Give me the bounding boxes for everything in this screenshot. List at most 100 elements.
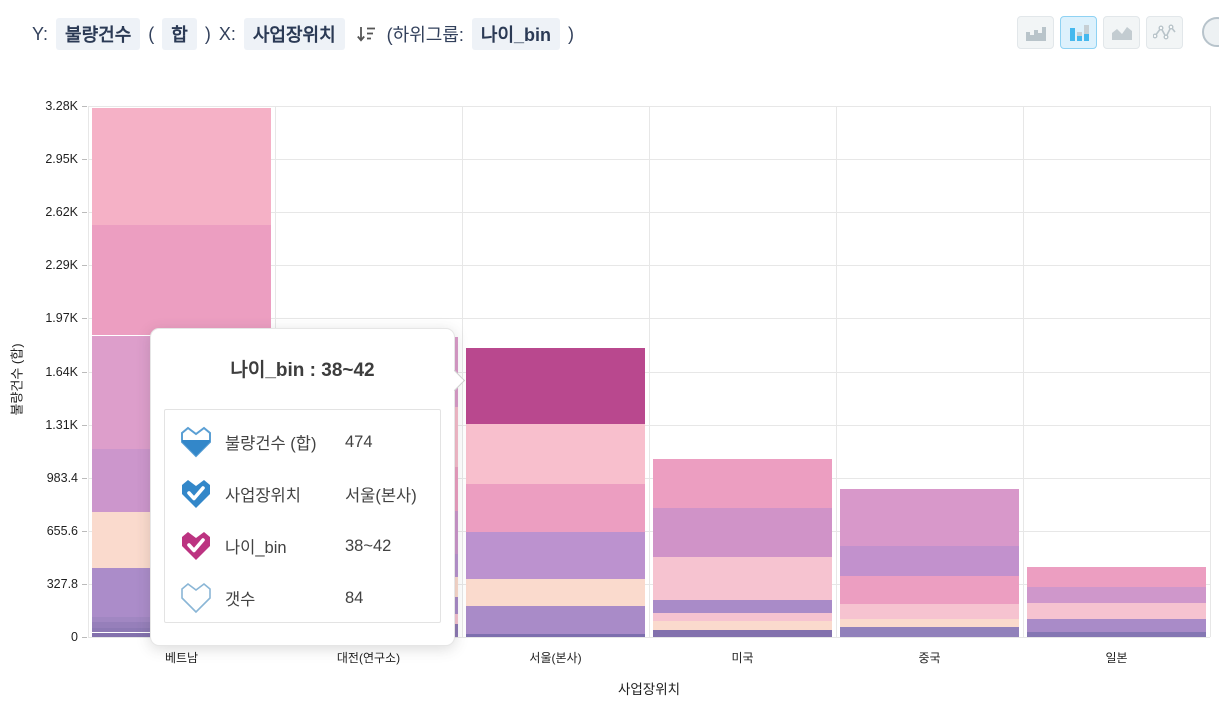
y-tick-mark [82, 583, 87, 585]
y-tick-mark [82, 318, 87, 320]
bar-segment[interactable] [466, 634, 645, 637]
subgroup-paren-close: ) [568, 23, 575, 44]
y-prefix-label: Y: [32, 23, 49, 44]
bar-segment[interactable] [466, 579, 645, 607]
y-tick-label: 1.64K [45, 364, 78, 379]
x-gridline [462, 106, 463, 637]
bar-segment[interactable] [653, 600, 832, 614]
tooltip-label: 불량건수 (합) [225, 435, 317, 453]
y-tick-mark [82, 159, 87, 161]
x-gridline [1023, 106, 1024, 637]
bar-segment[interactable] [840, 546, 1019, 577]
y-tick-mark [82, 212, 87, 214]
y-tick-label: 983.4 [46, 470, 78, 485]
bar-segment[interactable] [653, 613, 832, 622]
y-tick-mark [82, 265, 87, 267]
x-field-chip[interactable]: 사업장위치 [243, 18, 345, 50]
x-category-label: 대전(연구소) [336, 651, 401, 665]
y-tick-mark [82, 371, 87, 373]
x-category-label: 미국 [731, 651, 754, 665]
subgroup-prefix-label: (하위그룹: [386, 25, 464, 45]
bar-segment[interactable] [1027, 632, 1206, 637]
tooltip-value: 474 [345, 432, 373, 451]
bar-segment[interactable] [466, 532, 645, 580]
bar-segment[interactable] [466, 606, 645, 635]
tooltip-row-count: 갯수 84 [179, 572, 440, 624]
y-tick-mark [82, 106, 87, 107]
tooltip-row-agebin: 나이_bin 38~42 [179, 520, 440, 572]
tooltip-title: 나이_bin : 38~42 [230, 360, 375, 381]
tooltip-row-defect-sum: 불량건수 (합) 474 [179, 416, 440, 468]
y-field-chip[interactable]: 불량건수 [56, 18, 141, 50]
y-tick-mark [82, 477, 87, 479]
y-gridline [88, 637, 1210, 638]
histogram-chart-button[interactable] [1017, 16, 1054, 49]
x-category-label: 베트남 [164, 651, 199, 665]
bar-segment[interactable] [653, 458, 832, 509]
count-heart-outline-icon [179, 581, 215, 615]
x-axis-title: 사업장위치 [617, 682, 681, 697]
tooltip-label: 사업장위치 [225, 487, 301, 505]
x-category-label: 중국 [918, 651, 941, 665]
bar-segment[interactable] [840, 576, 1019, 605]
y-tick-label: 0 [71, 630, 78, 644]
bar-segment[interactable] [840, 489, 1019, 547]
query-bar: Y: 불량건수 ( 합 ) X: 사업장위치 (하위그룹: 나이_bin ) [32, 18, 574, 50]
y-tick-label: 3.28K [45, 99, 78, 113]
line-chart-button[interactable] [1146, 16, 1183, 49]
histogram-icon [1025, 26, 1046, 41]
subgroup-field-chip[interactable]: 나이_bin [471, 18, 561, 50]
bar-segment[interactable] [653, 630, 832, 637]
bar-segment[interactable] [1027, 567, 1206, 587]
bar-segment[interactable] [840, 627, 1019, 637]
bar-segment[interactable] [840, 619, 1019, 627]
bar-segment[interactable] [653, 508, 832, 558]
tooltip-label: 나이_bin [225, 539, 287, 557]
bar-segment[interactable] [466, 484, 645, 533]
bar-segment[interactable] [840, 604, 1019, 619]
agebin-heart-check-icon [179, 529, 215, 563]
bar-segment[interactable] [92, 224, 271, 336]
x-gridline [1210, 106, 1211, 637]
x-prefix-label: X: [218, 23, 236, 44]
tooltip-value: 서울(본사) [345, 487, 417, 505]
y-tick-mark [82, 530, 87, 532]
y-tick-label: 2.62K [45, 205, 78, 220]
x-category-label: 서울(본사) [529, 651, 582, 665]
tooltip-detail-box: 불량건수 (합) 474 사업장위치 서울(본사) [164, 409, 441, 623]
tooltip-value: 84 [345, 588, 364, 607]
y-agg-chip[interactable]: 합 [162, 18, 197, 50]
bar-segment[interactable] [1027, 586, 1206, 603]
bar-segment[interactable] [466, 424, 645, 485]
paren-close: ) [204, 23, 211, 44]
y-tick-label: 655.6 [46, 523, 78, 538]
bar-segment[interactable] [1027, 603, 1206, 619]
bar-segment[interactable] [1027, 619, 1206, 632]
location-heart-check-icon [179, 477, 215, 511]
bar-segment[interactable] [653, 621, 832, 630]
y-tick-label: 2.95K [45, 152, 78, 167]
tooltip-value: 38~42 [345, 536, 392, 555]
y-tick-label: 2.29K [45, 258, 78, 273]
x-gridline [88, 106, 89, 637]
bar-segment-highlighted[interactable] [466, 347, 645, 425]
collapsed-panel-handle[interactable] [1202, 17, 1219, 47]
area-chart-icon [1111, 26, 1132, 40]
hover-tooltip: 나이_bin : 38~42 불량건수 (합) 474 [150, 328, 466, 646]
bar-chart-icon [1069, 24, 1089, 41]
sort-descending-icon[interactable] [355, 23, 377, 45]
paren-open: ( [148, 23, 155, 44]
line-chart-icon [1152, 24, 1176, 39]
tooltip-row-location: 사업장위치 서울(본사) [179, 468, 440, 520]
bar-segment[interactable] [653, 557, 832, 601]
bar-chart-button[interactable] [1060, 16, 1097, 49]
y-tick-label: 327.8 [46, 576, 78, 591]
y-tick-label: 1.97K [45, 311, 78, 326]
bar-segment[interactable] [92, 107, 271, 225]
area-chart-button[interactable] [1103, 16, 1140, 49]
chart-type-toolbar [1017, 16, 1183, 49]
tooltip-label: 갯수 [225, 591, 256, 609]
y-tick-mark [82, 637, 87, 638]
x-category-label: 일본 [1105, 651, 1128, 665]
